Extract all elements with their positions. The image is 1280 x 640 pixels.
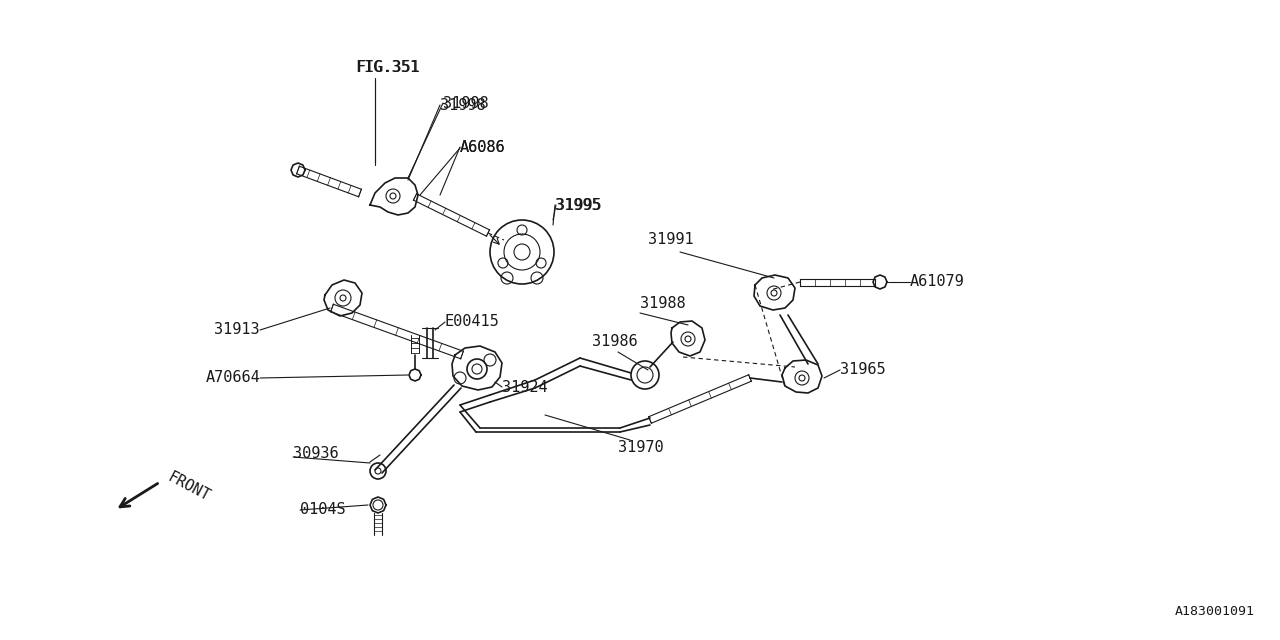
Text: FRONT: FRONT (164, 469, 211, 504)
Text: 30936: 30936 (293, 445, 339, 461)
Text: A61079: A61079 (910, 275, 965, 289)
Text: A183001091: A183001091 (1175, 605, 1254, 618)
Text: 31995: 31995 (556, 198, 602, 212)
Text: 31965: 31965 (840, 362, 886, 378)
Text: 31986: 31986 (591, 335, 637, 349)
Text: 31988: 31988 (640, 296, 686, 310)
Text: 31998: 31998 (443, 95, 489, 111)
Text: FIG.351: FIG.351 (355, 61, 419, 76)
Text: 31998: 31998 (440, 97, 485, 113)
Text: E00415: E00415 (445, 314, 499, 330)
Text: 31913: 31913 (214, 323, 260, 337)
Text: A6086: A6086 (460, 140, 506, 154)
Text: A70664: A70664 (205, 371, 260, 385)
Text: 31995: 31995 (556, 198, 600, 212)
Text: 31970: 31970 (618, 440, 663, 456)
Text: 31991: 31991 (648, 232, 694, 248)
Text: 31924: 31924 (502, 380, 548, 394)
Text: 0104S: 0104S (300, 502, 346, 518)
Text: FIG.351: FIG.351 (356, 61, 420, 76)
Text: A6086: A6086 (460, 141, 506, 156)
